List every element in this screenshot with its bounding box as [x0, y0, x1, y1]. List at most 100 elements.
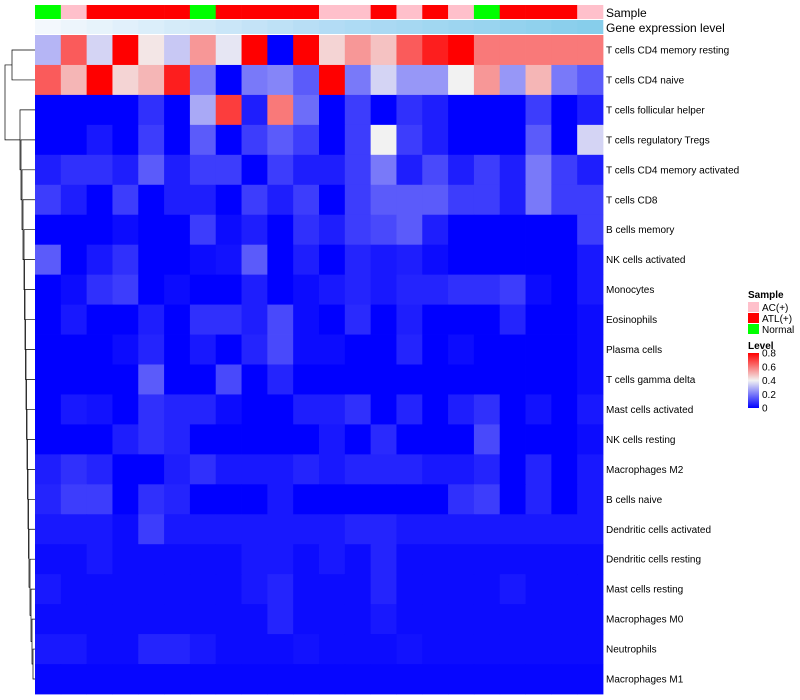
heatmap-cell: [138, 304, 165, 335]
heatmap-cell: [164, 514, 191, 545]
heatmap-cell: [577, 124, 604, 156]
heatmap-cell: [344, 244, 372, 276]
dendrogram-branch: [31, 618, 35, 665]
heatmap-cell: [344, 334, 372, 365]
heatmap-cell: [293, 574, 320, 605]
heatmap-cell: [189, 484, 217, 515]
heatmap-cell: [189, 394, 217, 425]
heatmap-cell: [499, 244, 526, 276]
heatmap-cell: [241, 574, 268, 605]
heatmap-cell: [422, 154, 449, 186]
heatmap-cell: [60, 454, 88, 485]
heatmap-cell: [267, 544, 294, 575]
row-label: Dendritic cells activated: [606, 525, 711, 536]
gene-expression-annotation-cell: [499, 20, 526, 34]
heatmap-cell: [189, 154, 217, 186]
row-labels: T cells CD4 memory resting T cells CD4 na…: [606, 45, 739, 685]
heatmap-cell: [577, 664, 604, 695]
heatmap-cell: [344, 544, 372, 575]
row-label: Dendritic cells resting: [606, 555, 701, 566]
heatmap-cell: [164, 274, 191, 305]
row-label: Neutrophils: [606, 645, 657, 656]
heatmap-cell: [293, 35, 320, 66]
gene-expression-annotation-cell: [35, 20, 62, 34]
heatmap-cell: [215, 334, 242, 365]
heatmap-cell: [112, 124, 139, 156]
heatmap-cell: [370, 154, 397, 186]
sample-annotation-cell: [577, 5, 604, 19]
heatmap-cell: [551, 424, 578, 455]
heatmap-cell: [499, 184, 526, 216]
heatmap-cell: [577, 604, 604, 635]
heatmap-cell: [189, 604, 217, 635]
heatmap-cell: [422, 634, 449, 665]
heatmap-cell: [422, 364, 449, 395]
heatmap-cell: [319, 484, 346, 515]
heatmap-cell: [138, 94, 165, 126]
heatmap-cell: [499, 484, 526, 515]
heatmap-cell: [112, 244, 139, 276]
sample-annotation-cell: [473, 5, 501, 19]
heatmap-cell: [448, 664, 475, 695]
heatmap-cell: [215, 64, 242, 96]
heatmap-cell: [319, 124, 346, 156]
heatmap-cell: [241, 154, 268, 186]
heatmap-cell: [35, 274, 62, 305]
heatmap-cell: [293, 364, 320, 395]
heatmap-cell: [448, 604, 475, 635]
heatmap-cell: [112, 454, 139, 485]
heatmap-cell: [164, 364, 191, 395]
legend-level-gradient: [748, 353, 759, 408]
sample-annotation-bar: [35, 5, 604, 19]
heatmap-cell: [499, 664, 526, 695]
heatmap-cell: [241, 454, 268, 485]
heatmap-cell: [344, 94, 372, 126]
row-label: B cells naive: [606, 495, 663, 506]
heatmap-cell: [60, 214, 88, 246]
heatmap-cell: [344, 124, 372, 156]
heatmap-cell: [35, 454, 62, 485]
row-label: Monocytes: [606, 285, 654, 296]
heatmap-cell: [396, 124, 423, 156]
heatmap-cell: [35, 544, 62, 575]
heatmap-cell: [396, 244, 423, 276]
heatmap-cell: [138, 514, 165, 545]
heatmap-cell: [448, 94, 475, 126]
legend-level-tick: 0.8: [762, 349, 776, 360]
heatmap-cell: [189, 244, 217, 276]
heatmap-cell: [448, 274, 475, 305]
heatmap-cell: [164, 184, 191, 216]
heatmap-cell: [60, 184, 88, 216]
heatmap-cell: [60, 35, 88, 66]
heatmap-cell: [86, 274, 113, 305]
gene-expression-annotation-cell: [293, 20, 320, 34]
heatmap-cell: [60, 514, 88, 545]
heatmap-cell: [551, 35, 578, 66]
heatmap-cell: [344, 634, 372, 665]
gene-expression-annotation-cell: [344, 20, 371, 34]
heatmap-cell: [241, 364, 268, 395]
row-label: T cells follicular helper: [606, 105, 705, 116]
heatmap-cell: [525, 214, 552, 246]
heatmap-cell: [551, 544, 578, 575]
heatmap-cell: [499, 454, 526, 485]
heatmap-cell: [344, 64, 372, 96]
heatmap-cell: [267, 244, 294, 276]
heatmap-cell: [422, 424, 449, 455]
heatmap-cell: [189, 424, 217, 455]
heatmap-cell: [241, 514, 268, 545]
heatmap-cell: [499, 364, 526, 395]
heatmap-cell: [215, 304, 242, 335]
heatmap-cell: [525, 94, 552, 126]
heatmap-cell: [215, 604, 242, 635]
heatmap-cell: [577, 574, 604, 605]
heatmap-cell: [448, 184, 475, 216]
heatmap-cell: [138, 664, 165, 695]
sample-annotation-cell: [86, 5, 113, 19]
heatmap-cell: [525, 424, 552, 455]
row-label: Macrophages M0: [606, 615, 684, 626]
heatmap-cell: [448, 35, 475, 66]
heatmap-cell: [293, 634, 320, 665]
heatmap-cell: [86, 394, 113, 425]
heatmap-cell: [448, 514, 475, 545]
